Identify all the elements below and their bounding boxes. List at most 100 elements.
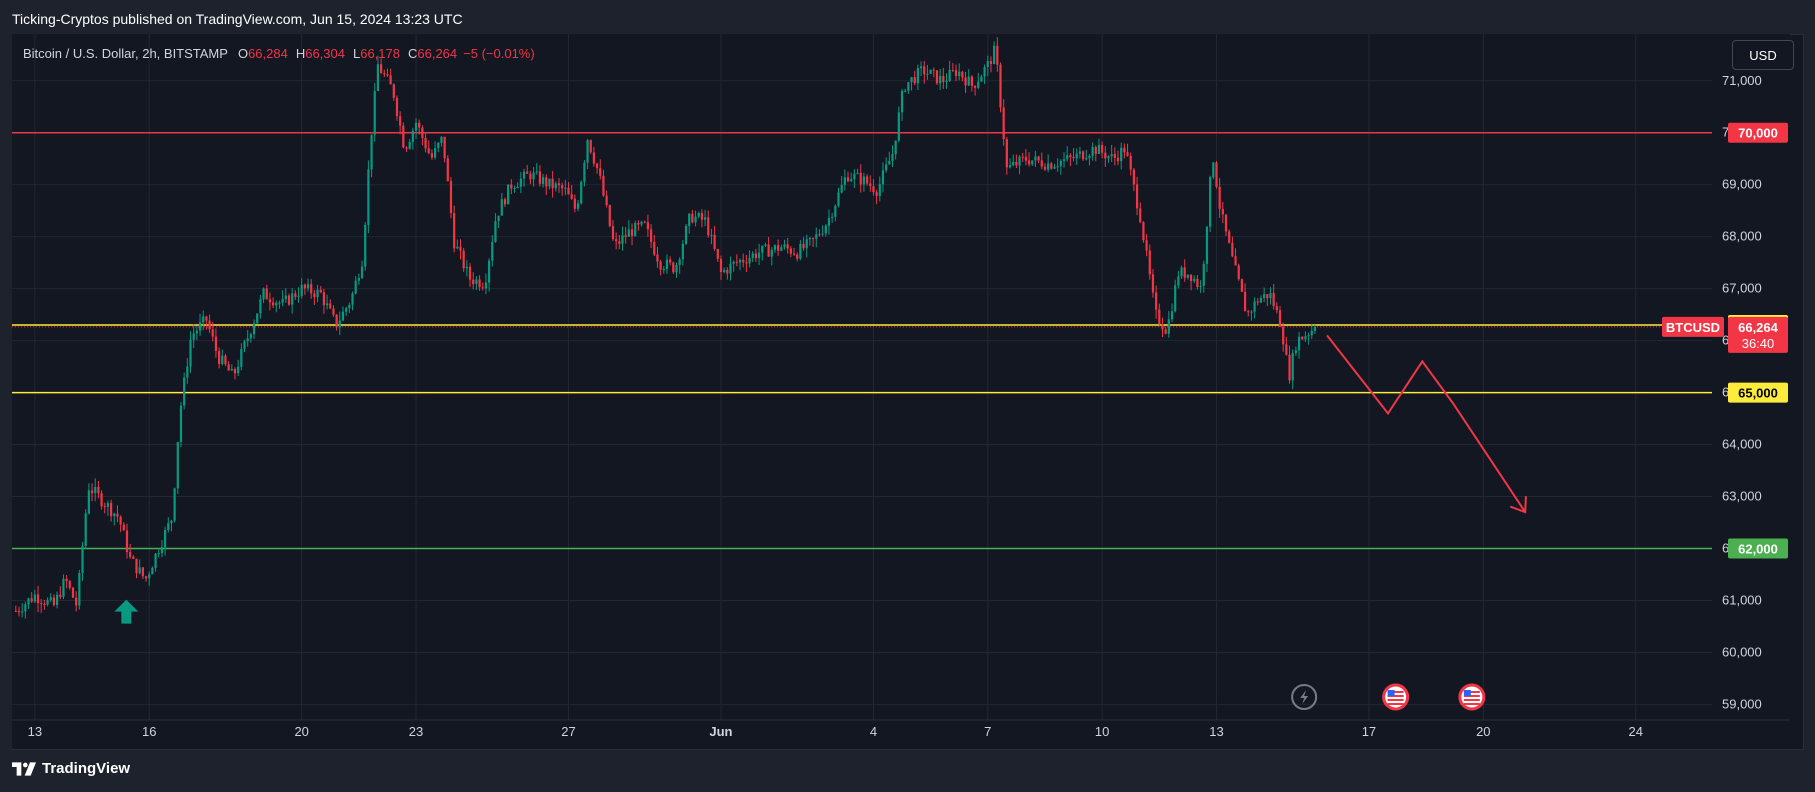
candle-body xyxy=(1209,177,1212,227)
candle-body xyxy=(1228,231,1231,243)
candle-body xyxy=(932,69,935,71)
candle-body xyxy=(1291,353,1294,381)
candle-body xyxy=(109,503,113,517)
candle-body xyxy=(738,260,742,263)
candle-body xyxy=(919,66,923,69)
candle-body xyxy=(1085,158,1088,160)
candle-body xyxy=(1212,162,1215,178)
footer-brand[interactable]: TradingView xyxy=(12,760,130,777)
candle-body xyxy=(767,244,770,257)
candle-body xyxy=(697,213,700,217)
candle-body xyxy=(33,594,36,602)
candle-body xyxy=(904,90,907,92)
currency-button[interactable]: USD xyxy=(1732,40,1794,70)
candle-body xyxy=(522,171,526,179)
candle-body xyxy=(68,581,71,588)
candle-body xyxy=(300,284,303,296)
y-tick-label: 60,000 xyxy=(1722,644,1762,659)
candle-body xyxy=(554,183,557,189)
flag-stripe xyxy=(1387,695,1404,697)
candle-body xyxy=(1066,155,1069,160)
candle-body xyxy=(1310,330,1313,336)
candle-body xyxy=(503,199,507,205)
candle-body xyxy=(465,266,468,269)
candle-body xyxy=(853,173,856,180)
candle-body xyxy=(1050,163,1053,169)
candle-body xyxy=(983,67,986,77)
candle-body xyxy=(55,594,59,606)
candle-body xyxy=(1037,156,1040,161)
candle-body xyxy=(383,73,386,75)
candle-body xyxy=(678,259,681,265)
flag-stripe xyxy=(1387,699,1404,701)
candle-body xyxy=(24,604,27,612)
candle-body xyxy=(907,82,910,91)
candle-body xyxy=(354,280,357,294)
y-tick-label: 64,000 xyxy=(1722,437,1762,452)
candle-body xyxy=(148,574,151,579)
candle-body xyxy=(586,140,589,163)
candle-body xyxy=(453,213,456,249)
candle-body xyxy=(684,225,688,244)
candle-body xyxy=(186,366,189,378)
x-axis: 13 16 20 23 27 Jun 4 7 10 13 17 20 24 xyxy=(12,719,1790,739)
candle-body xyxy=(1304,336,1307,340)
candle-body xyxy=(43,603,46,605)
candle-body xyxy=(424,137,427,149)
candle-body xyxy=(869,183,872,187)
candle-body xyxy=(799,243,802,259)
candle-body xyxy=(1186,274,1190,278)
candle-body xyxy=(792,253,796,255)
candle-body xyxy=(694,216,697,223)
candle-body xyxy=(605,195,608,206)
candle-body xyxy=(325,303,329,306)
candle-body xyxy=(135,558,138,574)
candle-body xyxy=(1126,152,1129,156)
candle-body xyxy=(386,74,389,76)
candle-body xyxy=(52,597,56,606)
candle-body xyxy=(545,177,548,187)
flag-stripe xyxy=(1387,703,1404,705)
grid xyxy=(12,34,1790,748)
candle-body xyxy=(754,253,758,259)
candle-body xyxy=(233,369,237,374)
candle-body xyxy=(138,567,141,574)
flag-stripe xyxy=(1463,703,1480,705)
candle-body xyxy=(618,241,621,244)
candle-body xyxy=(456,246,459,249)
candle-body xyxy=(878,184,881,196)
candle-body xyxy=(487,260,491,283)
candle-body xyxy=(1075,153,1078,159)
candle-body xyxy=(176,442,179,489)
candle-body xyxy=(500,199,503,216)
candle-body xyxy=(170,520,173,524)
candle-body xyxy=(691,213,694,223)
candle-body xyxy=(90,490,94,494)
candle-body xyxy=(885,164,888,171)
legend-change: −5 (−0.01%) xyxy=(463,46,535,61)
candle-body xyxy=(237,366,240,374)
candle-body xyxy=(367,169,370,225)
candle-body xyxy=(198,322,202,331)
projection-path xyxy=(1326,334,1527,514)
candle-body xyxy=(81,545,84,573)
candle-body xyxy=(1301,336,1304,340)
candle-body xyxy=(1189,274,1193,282)
candle-body xyxy=(1234,256,1237,266)
candle-body xyxy=(1059,160,1062,167)
candle-body xyxy=(71,587,75,598)
candle-body xyxy=(786,244,789,249)
x-tick-label: 13 xyxy=(1209,724,1223,739)
candle-body xyxy=(716,249,719,259)
candle-body xyxy=(783,244,786,248)
candle-body xyxy=(472,279,475,285)
candle-body xyxy=(948,69,951,81)
candle-body xyxy=(157,553,160,555)
candle-body xyxy=(287,295,291,305)
candle-body xyxy=(1218,186,1221,209)
candle-body xyxy=(1056,166,1059,168)
candle-body xyxy=(475,279,478,285)
candle-body xyxy=(745,262,748,264)
lightning-icon xyxy=(1291,684,1318,710)
